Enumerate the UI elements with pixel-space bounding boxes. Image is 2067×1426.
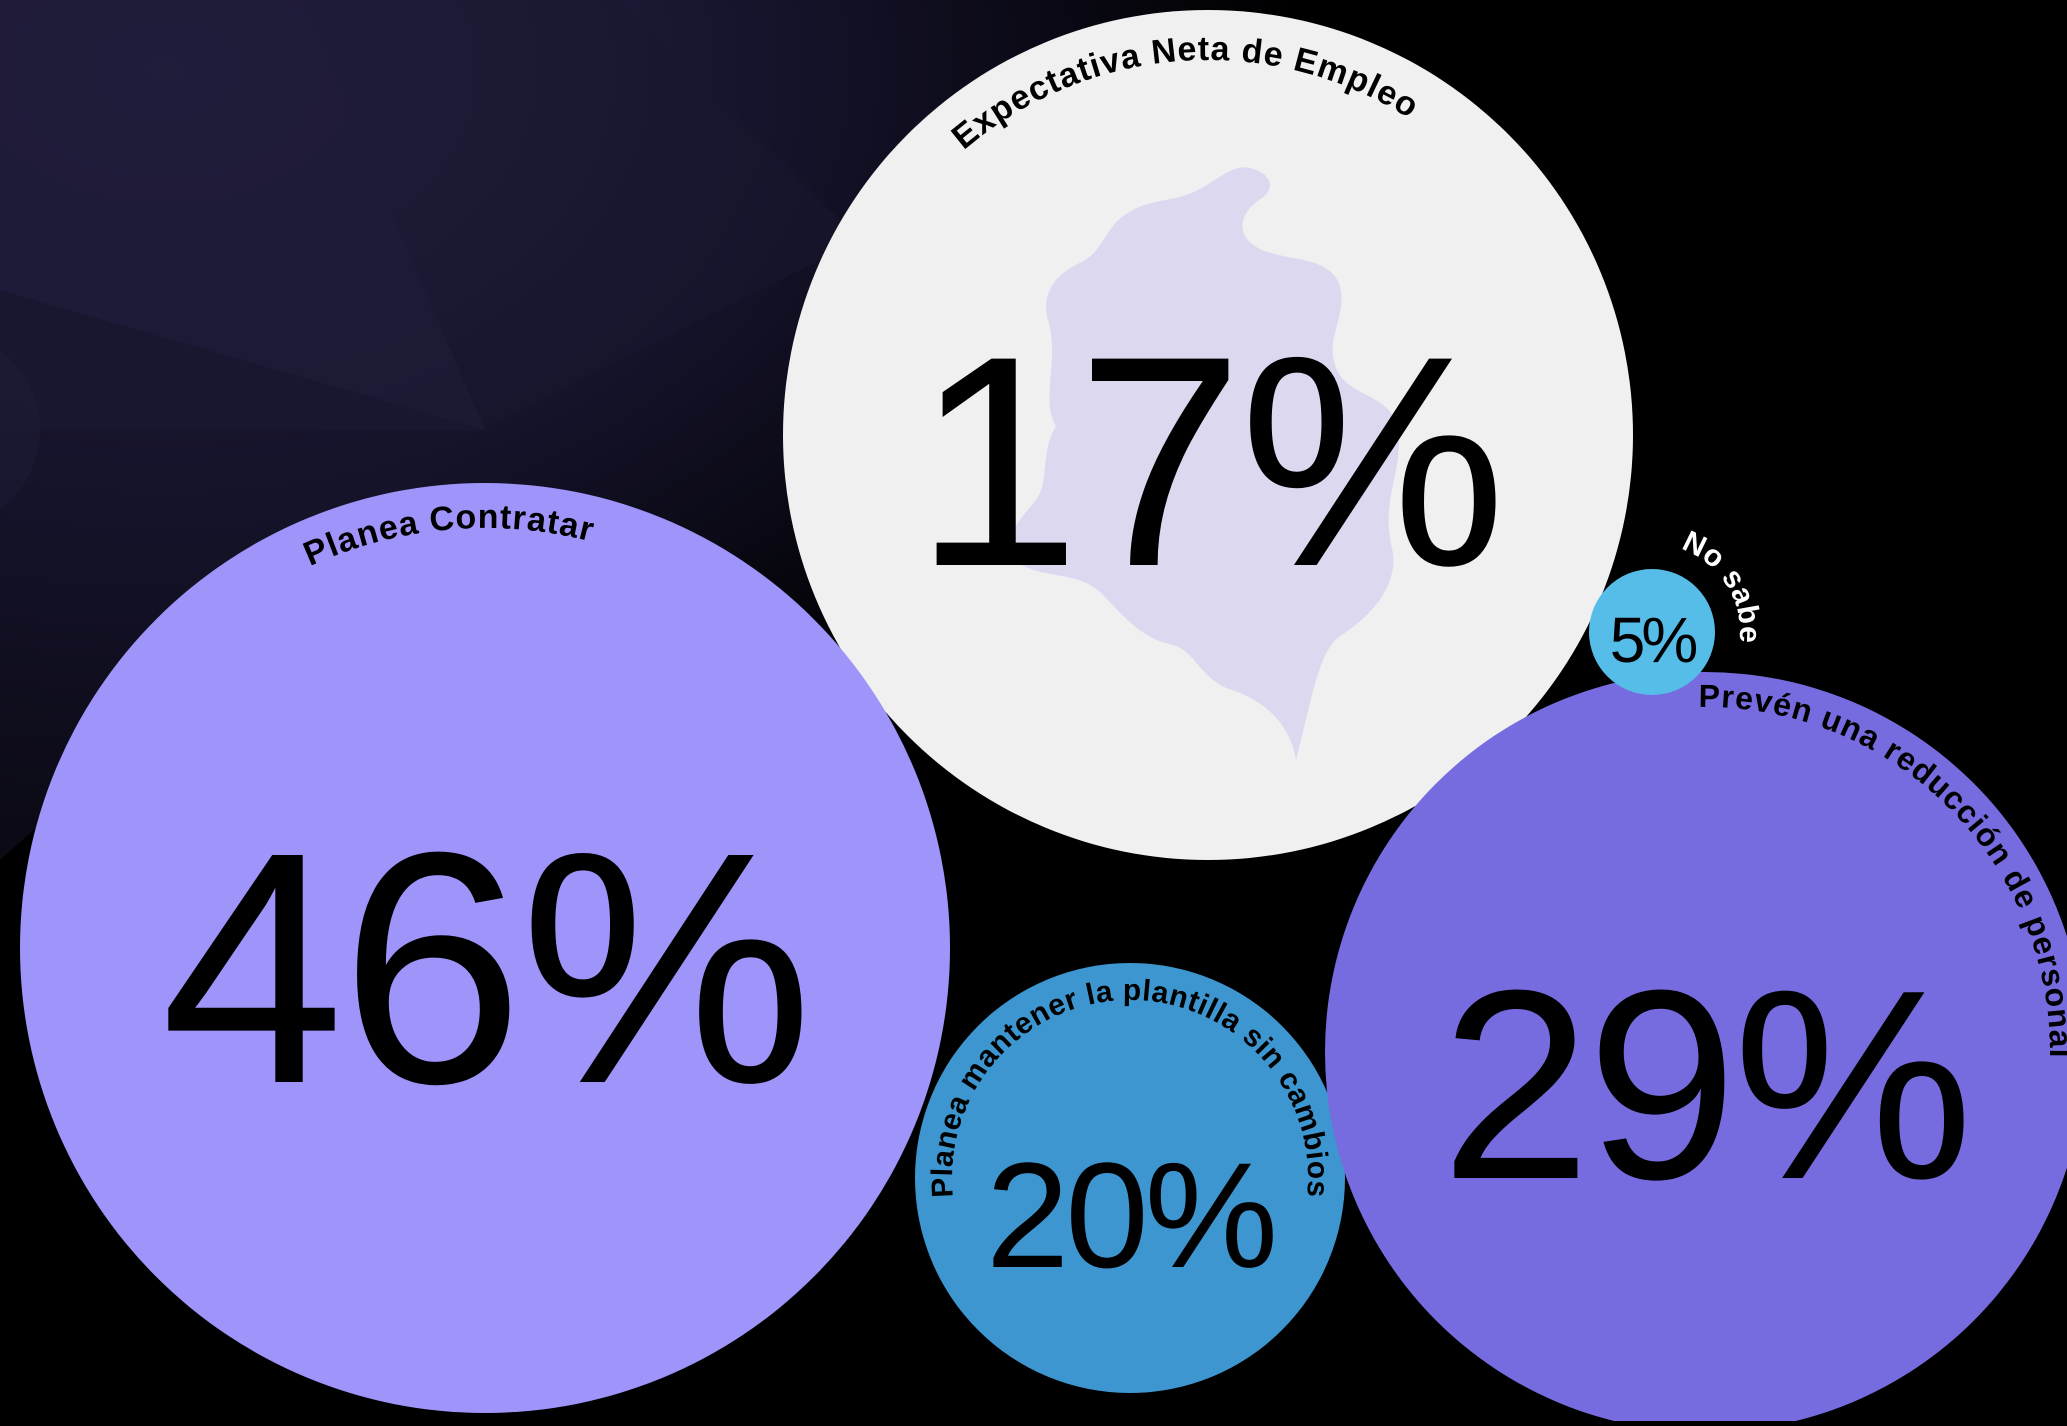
bubble-reduce: Prevén una reducción de personal29% (1325, 672, 2067, 1426)
bubble-value-unknown: 5% (1610, 604, 1697, 676)
bubble-value-reduce: 29% (1441, 935, 1969, 1236)
colombia-map-icon (1007, 167, 1399, 760)
bubble-circle-hire (20, 483, 950, 1413)
bubble-value-hire: 46% (161, 783, 809, 1152)
bubble-circle-reduce (1325, 672, 2067, 1426)
bubble-circle-unknown (1589, 569, 1715, 695)
bubble-same: Planea mantener la plantilla sin cambios… (915, 963, 1345, 1393)
bubble-value-net: 17% (914, 293, 1502, 629)
bubble-value-same: 20% (986, 1131, 1274, 1299)
bubble-circle-same (915, 963, 1345, 1393)
